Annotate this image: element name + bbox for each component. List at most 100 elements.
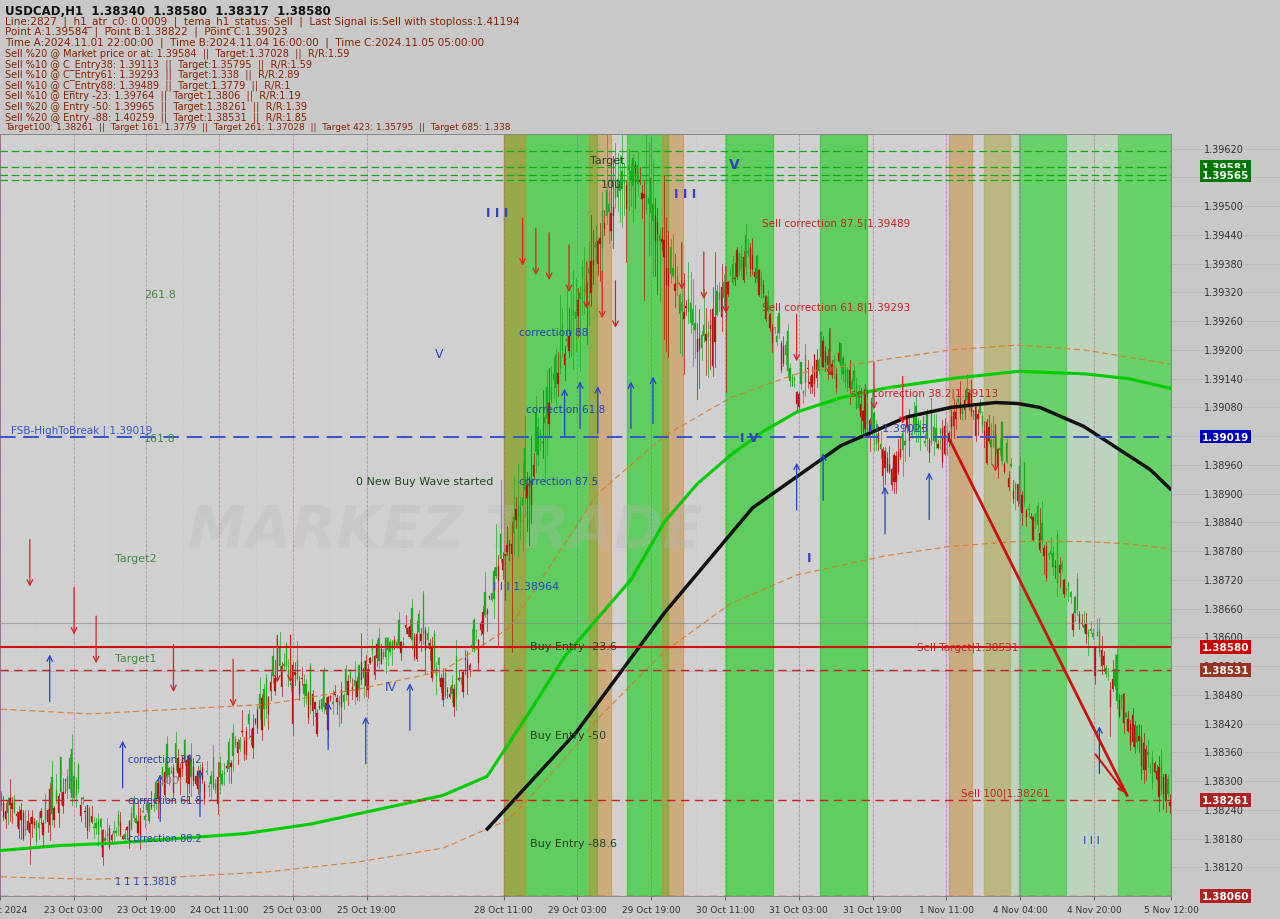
- Bar: [140, 816, 141, 836]
- Bar: [1123, 695, 1124, 723]
- Bar: [24, 829, 26, 831]
- Bar: [1079, 615, 1080, 625]
- Bar: [653, 205, 654, 221]
- Bar: [416, 634, 417, 660]
- Bar: [301, 678, 302, 680]
- Bar: [1088, 632, 1089, 638]
- Text: I I I 1.38964: I I I 1.38964: [493, 582, 559, 592]
- Text: 1.39260: 1.39260: [1204, 317, 1244, 327]
- Bar: [794, 379, 795, 380]
- Bar: [824, 352, 826, 363]
- Bar: [970, 394, 972, 413]
- Bar: [398, 620, 399, 645]
- Text: I I I 1.39023: I I I 1.39023: [861, 424, 928, 434]
- Bar: [362, 668, 365, 678]
- Text: correction 61.8: correction 61.8: [526, 404, 605, 414]
- Bar: [63, 792, 64, 806]
- Bar: [617, 180, 618, 198]
- Bar: [791, 377, 792, 387]
- Bar: [361, 662, 362, 681]
- Bar: [18, 812, 19, 829]
- Bar: [1039, 534, 1041, 550]
- Bar: [557, 373, 558, 385]
- Bar: [906, 416, 908, 427]
- Bar: [727, 282, 728, 295]
- Bar: [872, 399, 873, 433]
- Bar: [632, 158, 634, 187]
- Bar: [321, 699, 323, 709]
- Bar: [800, 363, 801, 384]
- Bar: [1025, 512, 1027, 517]
- Bar: [571, 331, 572, 335]
- Bar: [735, 278, 736, 280]
- Bar: [699, 339, 700, 350]
- Bar: [847, 369, 849, 387]
- Bar: [188, 756, 189, 784]
- Text: 161.8: 161.8: [143, 434, 175, 443]
- Bar: [796, 392, 797, 404]
- Bar: [1137, 726, 1138, 743]
- Bar: [650, 178, 652, 214]
- Bar: [1064, 580, 1065, 594]
- Bar: [471, 645, 472, 646]
- Text: 1.38720: 1.38720: [1204, 575, 1244, 585]
- Bar: [1089, 630, 1092, 631]
- Bar: [91, 816, 92, 822]
- Bar: [428, 633, 429, 641]
- Bar: [1016, 484, 1019, 502]
- Bar: [328, 698, 329, 731]
- Bar: [204, 784, 205, 800]
- Bar: [774, 327, 776, 329]
- Bar: [102, 830, 104, 857]
- Bar: [535, 414, 536, 452]
- Text: Buy Entry -23.6: Buy Entry -23.6: [530, 641, 617, 652]
- Bar: [270, 683, 271, 692]
- Bar: [997, 450, 998, 466]
- Text: I I I: I I I: [486, 207, 508, 220]
- Bar: [367, 669, 369, 690]
- Bar: [849, 370, 850, 389]
- Bar: [274, 678, 275, 691]
- Bar: [520, 507, 521, 522]
- Bar: [668, 268, 669, 288]
- Bar: [964, 401, 965, 411]
- Bar: [723, 283, 724, 299]
- Bar: [374, 656, 375, 675]
- Bar: [191, 758, 192, 777]
- Bar: [635, 165, 636, 175]
- Text: 1.39320: 1.39320: [1204, 288, 1244, 298]
- Bar: [161, 767, 163, 778]
- Bar: [404, 626, 406, 629]
- Bar: [644, 195, 645, 199]
- Bar: [120, 823, 122, 835]
- Bar: [504, 555, 506, 556]
- Bar: [748, 252, 749, 254]
- Bar: [332, 702, 333, 704]
- Bar: [602, 211, 603, 248]
- Bar: [476, 630, 477, 631]
- Text: 1 1 1 1.3818: 1 1 1 1.3818: [115, 876, 177, 886]
- Bar: [613, 208, 614, 217]
- Bar: [268, 698, 269, 714]
- Bar: [297, 661, 298, 679]
- Bar: [984, 135, 1171, 896]
- Text: Sell correction 87.5|1.39489: Sell correction 87.5|1.39489: [763, 218, 910, 229]
- Text: 1.38300: 1.38300: [1204, 777, 1244, 786]
- Bar: [882, 450, 883, 476]
- Bar: [173, 768, 174, 793]
- Bar: [873, 414, 874, 434]
- Bar: [1119, 135, 1171, 896]
- Bar: [686, 307, 687, 309]
- Bar: [1004, 464, 1005, 472]
- Bar: [988, 427, 989, 441]
- Bar: [42, 823, 44, 835]
- Bar: [1082, 623, 1083, 625]
- Bar: [705, 335, 707, 342]
- Bar: [814, 356, 815, 384]
- Bar: [690, 303, 691, 324]
- Bar: [730, 273, 731, 275]
- Bar: [58, 797, 59, 813]
- Bar: [1143, 743, 1144, 770]
- Bar: [1085, 624, 1087, 634]
- Text: 1.38480: 1.38480: [1204, 690, 1244, 700]
